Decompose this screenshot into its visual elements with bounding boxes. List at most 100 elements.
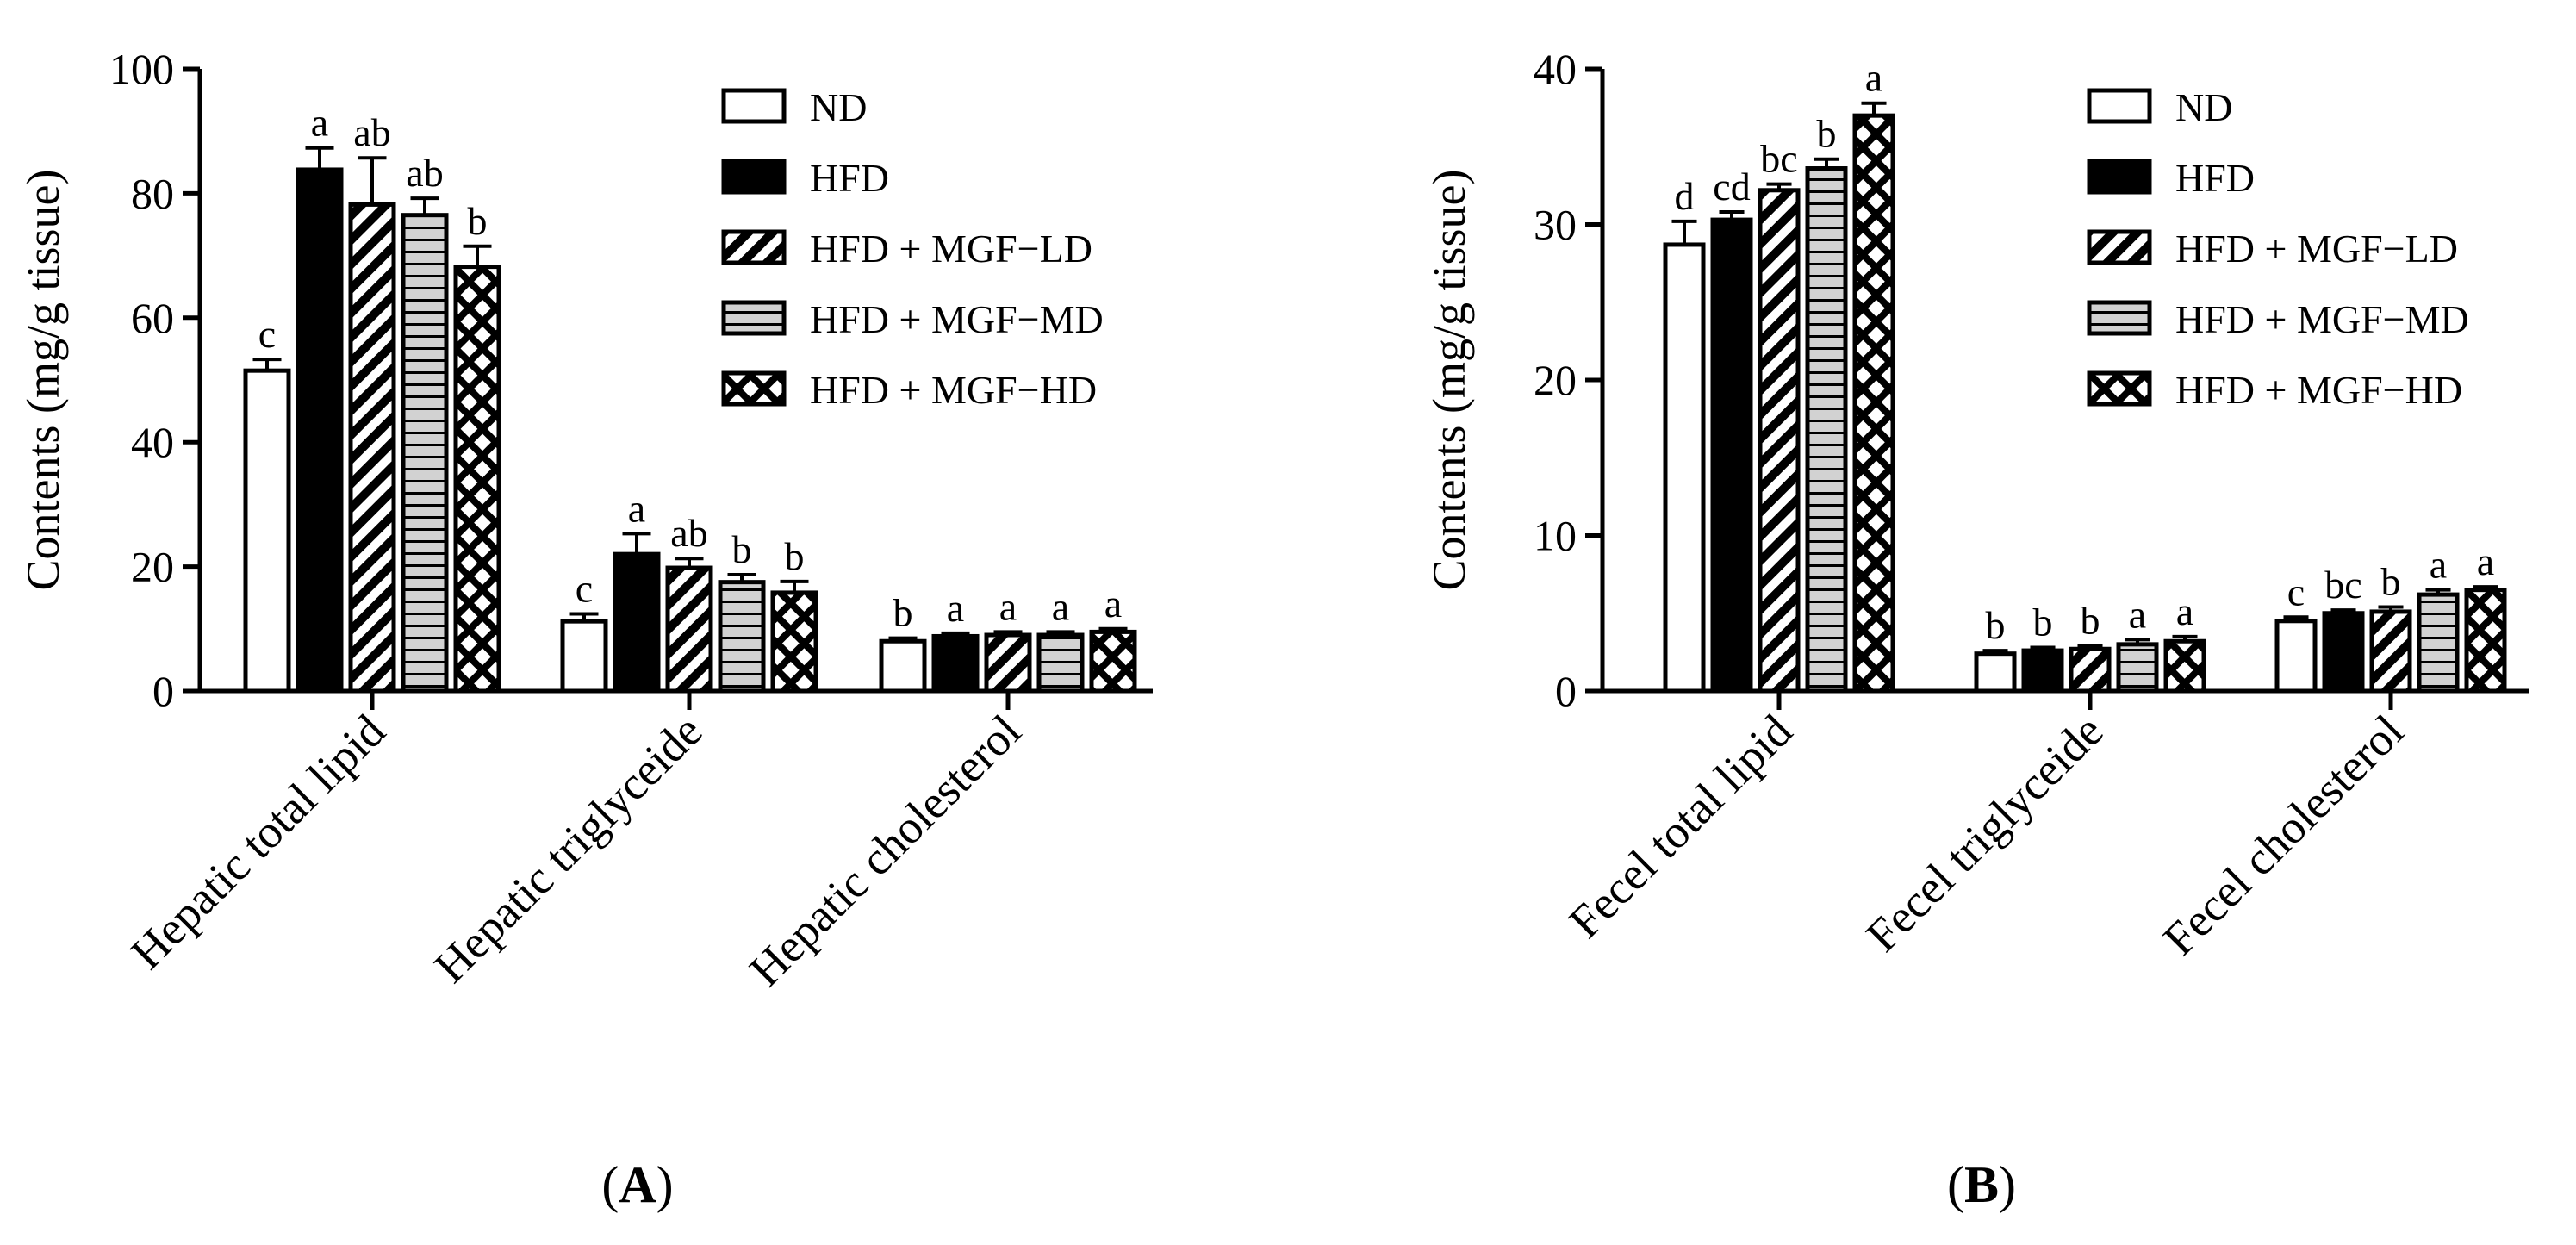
- significance-letter: a: [2176, 589, 2193, 633]
- bar: [879, 638, 927, 694]
- bar: [243, 368, 291, 694]
- bar: [2464, 588, 2507, 694]
- significance-letter: b: [2033, 600, 2053, 644]
- significance-letter: a: [1104, 582, 1122, 626]
- bar: [770, 590, 818, 694]
- category-label: Hepatic total lipid: [121, 705, 395, 979]
- significance-letter: b: [468, 199, 488, 243]
- legend-swatch: [721, 88, 787, 124]
- bar: [560, 619, 608, 694]
- bar: [296, 167, 344, 694]
- bar: [718, 580, 766, 694]
- legend-label: HFD + MGF−LD: [810, 227, 1092, 271]
- bar: [1663, 242, 1706, 694]
- legend-swatch: [721, 229, 787, 265]
- significance-letter: b: [1986, 603, 2006, 647]
- panel-label: (B): [1947, 1156, 2016, 1213]
- bar: [1974, 651, 2017, 694]
- bar: [2369, 609, 2412, 694]
- y-tick-label: 100: [109, 45, 174, 93]
- bar: [984, 632, 1032, 694]
- y-axis-title: Contents (mg/g tissue): [1423, 170, 1475, 591]
- bar: [1710, 217, 1753, 694]
- significance-letter: a: [2477, 539, 2494, 583]
- category-label: Fecel cholesterol: [2153, 705, 2413, 965]
- significance-letter: cd: [1713, 165, 1750, 209]
- legend-label: HFD + MGF−LD: [2175, 227, 2458, 271]
- bar: [1852, 113, 1895, 694]
- bar: [453, 265, 501, 694]
- significance-letter: b: [893, 591, 913, 635]
- significance-letter: a: [2129, 592, 2146, 636]
- bar: [665, 565, 713, 694]
- category-label: Hepatic cholesterol: [739, 705, 1030, 996]
- legend-label: HFD + MGF−HD: [810, 368, 1097, 412]
- significance-letter: bc: [2324, 563, 2361, 607]
- significance-letter: b: [2081, 599, 2100, 643]
- legend-label: HFD + MGF−MD: [810, 297, 1104, 341]
- legend-label: HFD + MGF−MD: [2175, 297, 2469, 341]
- bar: [931, 633, 980, 694]
- significance-letter: a: [1865, 56, 1882, 100]
- significance-letter: ab: [670, 511, 707, 555]
- bar: [2021, 648, 2064, 694]
- significance-letter: bc: [1760, 137, 1797, 181]
- significance-letter: a: [628, 486, 645, 530]
- legend-swatch: [721, 300, 787, 336]
- significance-letter: c: [576, 566, 593, 610]
- significance-letter: a: [2430, 543, 2447, 587]
- bar: [613, 551, 661, 694]
- y-tick-label: 40: [1534, 45, 1577, 93]
- legend-label: HFD + MGF−HD: [2175, 368, 2462, 412]
- legend-swatch: [2087, 370, 2152, 407]
- y-axis-title: Contents (mg/g tissue): [17, 170, 69, 591]
- y-tick-label: 20: [131, 543, 174, 591]
- category-label: Fecel triglyceide: [1857, 705, 2113, 962]
- bar: [348, 202, 396, 694]
- category-label: Fecel total lipid: [1559, 705, 1801, 948]
- y-tick-label: 0: [152, 667, 174, 715]
- y-tick-label: 20: [1534, 356, 1577, 404]
- legend-swatch: [2087, 300, 2152, 336]
- legend-swatch: [721, 370, 787, 407]
- category-label: Hepatic triglyceide: [425, 705, 712, 993]
- significance-letter: c: [258, 312, 276, 356]
- bar: [2417, 592, 2460, 694]
- legend-swatch: [2087, 159, 2152, 195]
- significance-letter: d: [1675, 174, 1695, 218]
- y-tick-label: 10: [1534, 512, 1577, 560]
- bar: [2116, 642, 2159, 694]
- legend-swatch: [721, 159, 787, 195]
- legend-label: HFD: [810, 156, 889, 200]
- bar: [401, 213, 449, 694]
- legend-label: HFD: [2175, 156, 2255, 200]
- significance-letter: a: [311, 101, 328, 145]
- bar: [2274, 619, 2318, 694]
- significance-letter: b: [785, 534, 805, 578]
- bar: [1758, 188, 1801, 694]
- significance-letter: c: [2287, 570, 2305, 613]
- y-tick-label: 80: [131, 169, 174, 217]
- significance-letter: b: [1817, 112, 1837, 156]
- significance-letter: a: [947, 586, 964, 630]
- legend-label: ND: [2175, 85, 2232, 129]
- y-tick-label: 40: [131, 418, 174, 466]
- bar: [2069, 646, 2112, 694]
- significance-letter: b: [732, 527, 752, 571]
- bar: [1036, 632, 1085, 694]
- significance-letter: ab: [406, 151, 443, 195]
- bar: [1089, 629, 1137, 694]
- panel-label: (A): [601, 1156, 673, 1213]
- legend-swatch: [2087, 88, 2152, 124]
- y-tick-label: 0: [1555, 667, 1577, 715]
- y-tick-label: 60: [131, 294, 174, 342]
- legend-swatch: [2087, 229, 2152, 265]
- legend-label: ND: [810, 85, 867, 129]
- significance-letter: ab: [353, 110, 390, 154]
- significance-letter: a: [999, 584, 1017, 628]
- bar: [2163, 638, 2206, 694]
- y-tick-label: 30: [1534, 201, 1577, 249]
